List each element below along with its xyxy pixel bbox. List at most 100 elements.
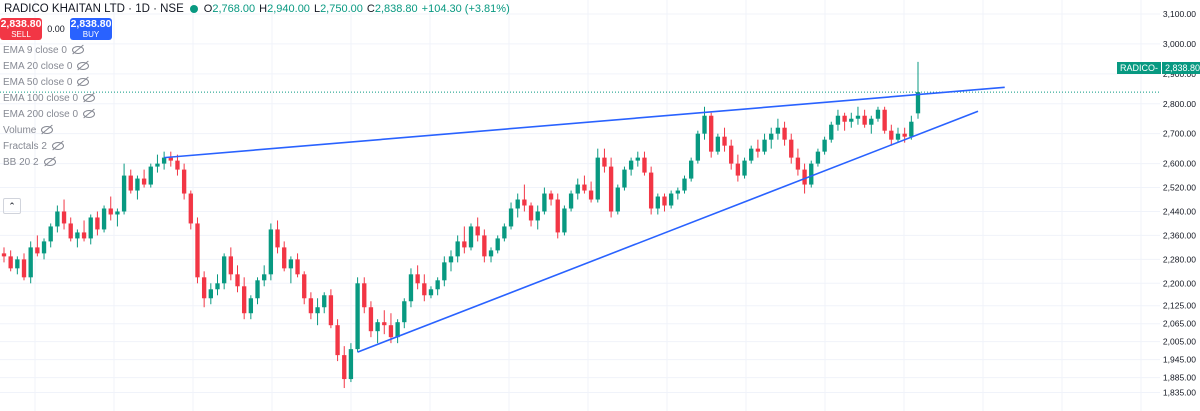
candle-body [1,253,7,257]
candle-body [101,208,107,230]
candle [375,319,380,344]
candle-body [255,280,260,299]
y-tick-label: 1,945.00 [1163,355,1196,365]
candle [522,184,527,212]
indicator-bb[interactable]: BB 20 2 [3,154,95,170]
candle [555,193,560,239]
candle [55,205,60,233]
candle [488,247,494,263]
badge-symbol: RADICO-EQ [1117,62,1162,85]
symbol-title[interactable]: RADICO KHAITAN LTD · 1D · NSE [4,3,184,15]
y-tick-label: 2,800.00 [1163,99,1196,109]
candle-body [835,115,841,125]
candle-body [168,157,173,161]
sell-button[interactable]: 2,838.80 SELL [0,18,42,40]
eye-hidden-icon[interactable] [41,126,54,134]
candle [148,163,153,188]
candle [835,109,841,131]
candle [135,175,140,200]
candle [95,211,100,236]
candle-body [755,148,761,152]
candle [502,223,507,242]
buy-button[interactable]: 2,838.80 BUY [70,18,112,40]
candle [622,166,627,191]
y-tick-label: 2,005.00 [1163,337,1196,347]
candle-body [215,283,220,290]
candle [388,313,394,344]
candle [809,160,814,188]
candle [181,163,187,200]
change-value: +104.30 (+3.81%) [421,3,510,15]
candle-body [528,205,534,221]
candle [688,157,694,182]
low-label: L [313,3,321,15]
y-tick-label: 2,440.00 [1163,206,1196,216]
sell-label: SELL [11,29,31,39]
open-label: O [203,3,213,15]
candle [302,271,307,305]
candle [188,190,193,230]
indicator-ema100[interactable]: EMA 100 close 0 [3,90,96,106]
eye-hidden-icon[interactable] [77,78,90,86]
candle-body [315,307,320,314]
candle [288,256,294,284]
trendline-upper[interactable] [164,86,1005,159]
candle [882,106,887,134]
candle-body [81,232,87,239]
candle-body [675,190,680,194]
candle [615,184,620,215]
eye-hidden-icon[interactable] [51,142,64,150]
candle-body [55,211,60,227]
candle-body [141,178,147,185]
candle-body [8,256,13,269]
trendlines-layer[interactable] [164,86,1005,353]
candle-body [242,286,247,314]
eye-hidden-icon[interactable] [43,158,56,166]
market-status-dot [189,5,198,13]
y-tick-label: 2,520.00 [1163,183,1196,193]
candle [175,154,180,176]
candle-body [175,160,180,170]
candle [535,205,540,230]
candle [508,202,514,230]
close-label: C [366,3,375,15]
candle-body [488,250,494,257]
candle-body [128,175,133,191]
y-tick-label: 2,125.00 [1163,301,1196,311]
candle-body [662,196,667,206]
candle-body [535,211,540,221]
candle-body [548,193,554,200]
candle-body [335,325,340,356]
candle-body [622,169,627,188]
candle-body [375,322,380,332]
candle-body [282,247,287,269]
candle [755,139,761,158]
indicator-ema200[interactable]: EMA 200 close 0 [3,106,96,122]
candle [515,193,520,218]
indicator-ema9[interactable]: EMA 9 close 0 [3,42,95,58]
candle-body [769,133,774,140]
trendline-lower[interactable] [357,110,979,353]
indicator-ema50[interactable]: EMA 50 close 0 [3,74,95,90]
indicator-ema20[interactable]: EMA 20 close 0 [3,58,95,74]
eye-hidden-icon[interactable] [83,110,96,118]
indicator-fractals[interactable]: Fractals 2 [3,138,95,154]
candle-body [108,208,113,215]
candle [735,154,741,182]
candle [775,118,781,140]
candle [1,247,7,263]
eye-hidden-icon[interactable] [77,62,90,70]
eye-hidden-icon[interactable] [83,94,96,102]
candle-body [188,193,193,224]
candle-body [68,223,73,239]
candle [268,223,274,281]
candle [715,133,721,155]
candle-body [789,139,794,158]
collapse-legend-button[interactable]: ⌃ [3,198,21,214]
indicator-volume[interactable]: Volume [3,122,95,138]
eye-hidden-icon[interactable] [71,46,84,54]
candle-body [482,235,487,257]
candle-body [115,211,120,215]
candle [382,310,387,335]
